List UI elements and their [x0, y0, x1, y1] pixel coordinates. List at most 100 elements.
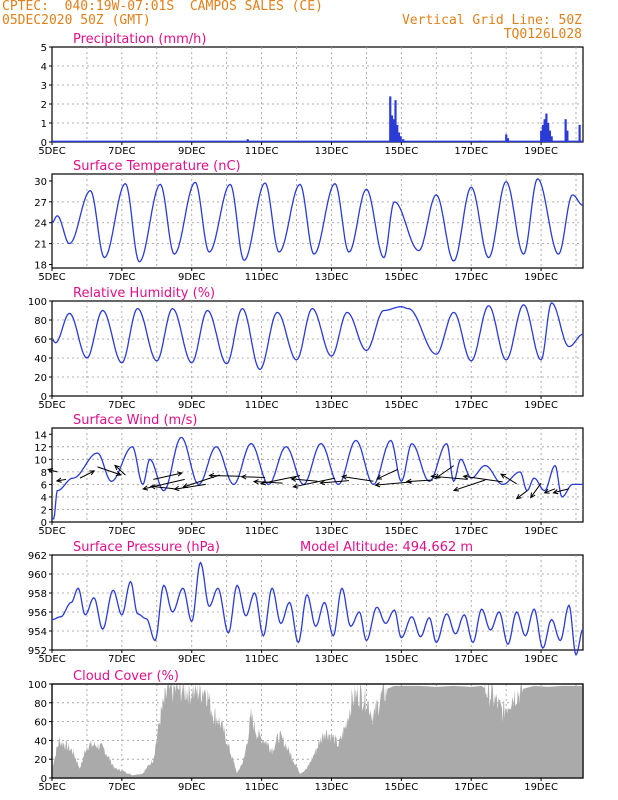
header-model: TQ0126L028	[503, 27, 582, 42]
precip-ytick-label: 3	[41, 81, 47, 92]
precip-bar	[404, 141, 408, 142]
pres-extra-label: Model Altitude: 494.662 m	[300, 540, 473, 555]
rh-xtick-label: 17DEC	[454, 400, 488, 411]
wind-arrow-head	[319, 480, 326, 486]
pres-ytick-label: 960	[28, 570, 47, 581]
precip-bar	[389, 96, 392, 142]
cloud-ytick-label: 0	[41, 774, 47, 785]
wind-xtick-label: 5DEC	[38, 526, 65, 537]
precip-bar	[390, 115, 394, 142]
wind-xtick-label: 11DEC	[245, 526, 279, 537]
cloud-title: Cloud Cover (%)	[73, 669, 179, 684]
wind-xtick-label: 19DEC	[524, 526, 558, 537]
wind-arrow-shaft	[114, 465, 126, 476]
cloud-ytick-label: 60	[34, 718, 47, 729]
temp-series-line	[51, 178, 584, 263]
pres-xtick-label: 5DEC	[38, 654, 65, 665]
rh-ytick-label: 100	[28, 297, 47, 308]
wind-ytick-label: 10	[34, 455, 47, 466]
wind-arrow-head	[515, 493, 522, 500]
wind-arrow-head	[55, 477, 62, 483]
wind-arrow-shaft	[48, 468, 58, 473]
header-grid-note: Vertical Grid Line: 50Z	[401, 13, 582, 28]
wind-arrow-shaft	[500, 473, 517, 485]
precip-bar	[394, 100, 397, 142]
temp-xtick-label: 5DEC	[38, 272, 65, 283]
precip-bar	[85, 141, 89, 142]
rh-series-line	[51, 302, 584, 371]
wind-arrow-shaft	[97, 466, 121, 476]
precip-xtick-label: 17DEC	[454, 146, 488, 157]
pres-xtick-label: 11DEC	[245, 654, 279, 665]
wind-arrow-shaft	[174, 483, 206, 490]
precip-bar	[566, 130, 569, 142]
precip-bar	[578, 124, 581, 142]
wind-arrow-shaft	[553, 488, 570, 494]
wind-arrow-shaft	[435, 465, 455, 479]
precip-xtick-label: 13DEC	[315, 146, 349, 157]
temp-xtick-label: 13DEC	[315, 272, 349, 283]
wind-arrow-head	[47, 468, 54, 474]
temp-ytick-label: 27	[34, 198, 47, 209]
precip-bar	[399, 136, 402, 142]
wind-arrow-shaft	[143, 478, 185, 490]
pres-xtick-label: 13DEC	[315, 654, 349, 665]
wind-ytick-label: 6	[41, 480, 47, 491]
pres-ytick-label: 958	[28, 589, 47, 600]
temp-xtick-label: 15DEC	[384, 272, 418, 283]
precip-ytick-label: 0	[41, 138, 47, 149]
precip-ytick-label: 1	[41, 119, 47, 130]
wind-arrow-head	[405, 478, 412, 484]
cloud-xtick-label: 15DEC	[384, 782, 418, 793]
wind-arrow-shaft	[183, 474, 220, 488]
wind-ytick-label: 12	[34, 443, 47, 454]
wind-arrow-head	[452, 486, 460, 492]
wind-arrow-head	[290, 476, 297, 482]
rh-xtick-label: 11DEC	[245, 400, 279, 411]
wind-xtick-label: 9DEC	[178, 526, 205, 537]
wind-arrow-head	[182, 483, 189, 489]
rh-xtick-label: 15DEC	[384, 400, 418, 411]
wind-arrow-head	[374, 482, 381, 488]
wind-arrow-shaft	[342, 475, 374, 482]
wind-arrow-shaft	[153, 472, 183, 480]
wind-arrow-shaft	[320, 480, 349, 484]
precip-bar	[564, 119, 567, 142]
temp-xtick-label: 19DEC	[524, 272, 558, 283]
wind-arrow-head	[208, 472, 215, 479]
wind-arrow-shaft	[544, 488, 556, 494]
precip-bar	[545, 113, 548, 142]
temp-ytick-label: 30	[34, 177, 47, 188]
rh-frame	[51, 300, 584, 397]
precip-bar	[478, 140, 482, 142]
temp-xtick-label: 17DEC	[454, 272, 488, 283]
wind-title: Surface Wind (m/s)	[73, 413, 197, 428]
precip-bar	[127, 141, 131, 142]
pres-xtick-label: 17DEC	[454, 654, 488, 665]
wind-arrow-head	[552, 489, 559, 495]
precip-ytick-label: 2	[41, 100, 47, 111]
rh-ytick-label: 0	[41, 392, 47, 403]
wind-arrow-head	[341, 474, 348, 480]
wind-arrow-head	[543, 488, 550, 494]
rh-ytick-label: 60	[34, 335, 47, 346]
cloud-frame-top	[51, 683, 584, 779]
wind-ytick-label: 14	[34, 430, 47, 441]
rh-ytick-label: 20	[34, 373, 47, 384]
pres-xtick-label: 9DEC	[178, 654, 205, 665]
precip-ytick-label: 5	[41, 43, 47, 54]
wind-arrow-head	[114, 464, 120, 471]
cloud-xtick-label: 11DEC	[245, 782, 279, 793]
wind-arrow-shaft	[260, 475, 301, 485]
pres-frame	[51, 554, 584, 651]
wind-ytick-label: 0	[41, 518, 47, 529]
precip-xtick-label: 5DEC	[38, 146, 65, 157]
wind-ytick-label: 4	[41, 493, 47, 504]
precip-bar	[397, 132, 401, 142]
wind-arrow-head	[142, 485, 149, 491]
wind-arrow-shaft	[516, 490, 528, 500]
precip-xtick-label: 19DEC	[524, 146, 558, 157]
wind-series-line	[52, 436, 583, 520]
cloud-ytick-label: 20	[34, 755, 47, 766]
